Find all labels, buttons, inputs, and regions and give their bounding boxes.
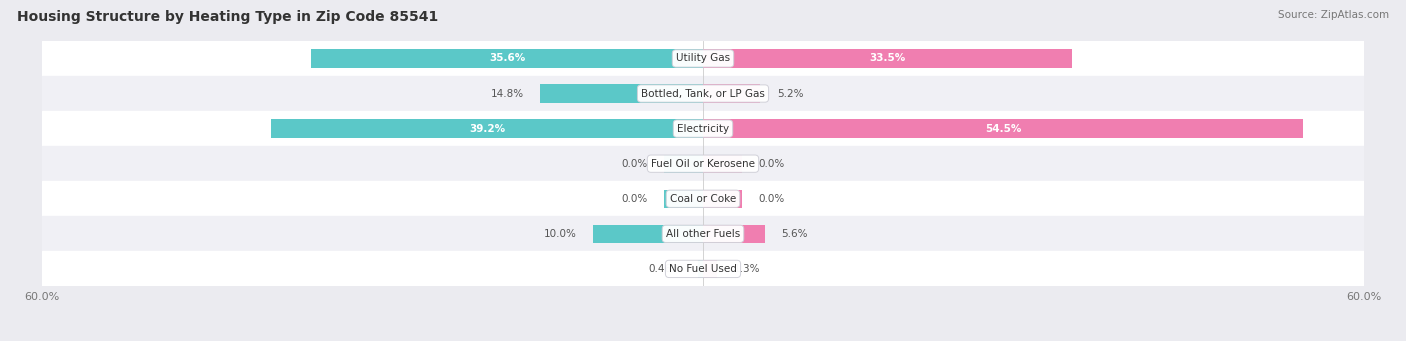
- Bar: [697, 260, 703, 278]
- Bar: [703, 154, 741, 173]
- Text: 0.0%: 0.0%: [758, 194, 785, 204]
- Bar: [42, 181, 1364, 216]
- Bar: [271, 119, 703, 138]
- Bar: [540, 85, 703, 103]
- Bar: [665, 154, 703, 173]
- Text: All other Fuels: All other Fuels: [666, 229, 740, 239]
- Text: Utility Gas: Utility Gas: [676, 54, 730, 63]
- Text: Bottled, Tank, or LP Gas: Bottled, Tank, or LP Gas: [641, 89, 765, 99]
- Text: No Fuel Used: No Fuel Used: [669, 264, 737, 274]
- Text: 14.8%: 14.8%: [491, 89, 523, 99]
- Bar: [311, 49, 703, 68]
- Text: Electricity: Electricity: [676, 123, 730, 134]
- Text: 39.2%: 39.2%: [470, 123, 505, 134]
- Bar: [42, 111, 1364, 146]
- Bar: [42, 41, 1364, 76]
- Bar: [42, 146, 1364, 181]
- Text: 33.5%: 33.5%: [869, 54, 905, 63]
- Bar: [42, 216, 1364, 251]
- Text: 1.3%: 1.3%: [734, 264, 761, 274]
- Text: Housing Structure by Heating Type in Zip Code 85541: Housing Structure by Heating Type in Zip…: [17, 10, 439, 24]
- Bar: [703, 260, 717, 278]
- Bar: [703, 119, 1303, 138]
- Bar: [42, 76, 1364, 111]
- Text: 54.5%: 54.5%: [986, 123, 1021, 134]
- Text: 5.6%: 5.6%: [782, 229, 807, 239]
- Text: 0.0%: 0.0%: [621, 194, 648, 204]
- Text: 0.0%: 0.0%: [758, 159, 785, 169]
- Text: 0.46%: 0.46%: [648, 264, 682, 274]
- Text: 0.0%: 0.0%: [621, 159, 648, 169]
- Bar: [593, 225, 703, 243]
- Bar: [703, 225, 765, 243]
- Text: 35.6%: 35.6%: [489, 54, 524, 63]
- Text: Coal or Coke: Coal or Coke: [669, 194, 737, 204]
- Text: Fuel Oil or Kerosene: Fuel Oil or Kerosene: [651, 159, 755, 169]
- Bar: [703, 85, 761, 103]
- Bar: [42, 251, 1364, 286]
- Text: 10.0%: 10.0%: [544, 229, 576, 239]
- Text: Source: ZipAtlas.com: Source: ZipAtlas.com: [1278, 10, 1389, 20]
- Text: 5.2%: 5.2%: [776, 89, 803, 99]
- Bar: [703, 190, 741, 208]
- Bar: [665, 190, 703, 208]
- Bar: [703, 49, 1071, 68]
